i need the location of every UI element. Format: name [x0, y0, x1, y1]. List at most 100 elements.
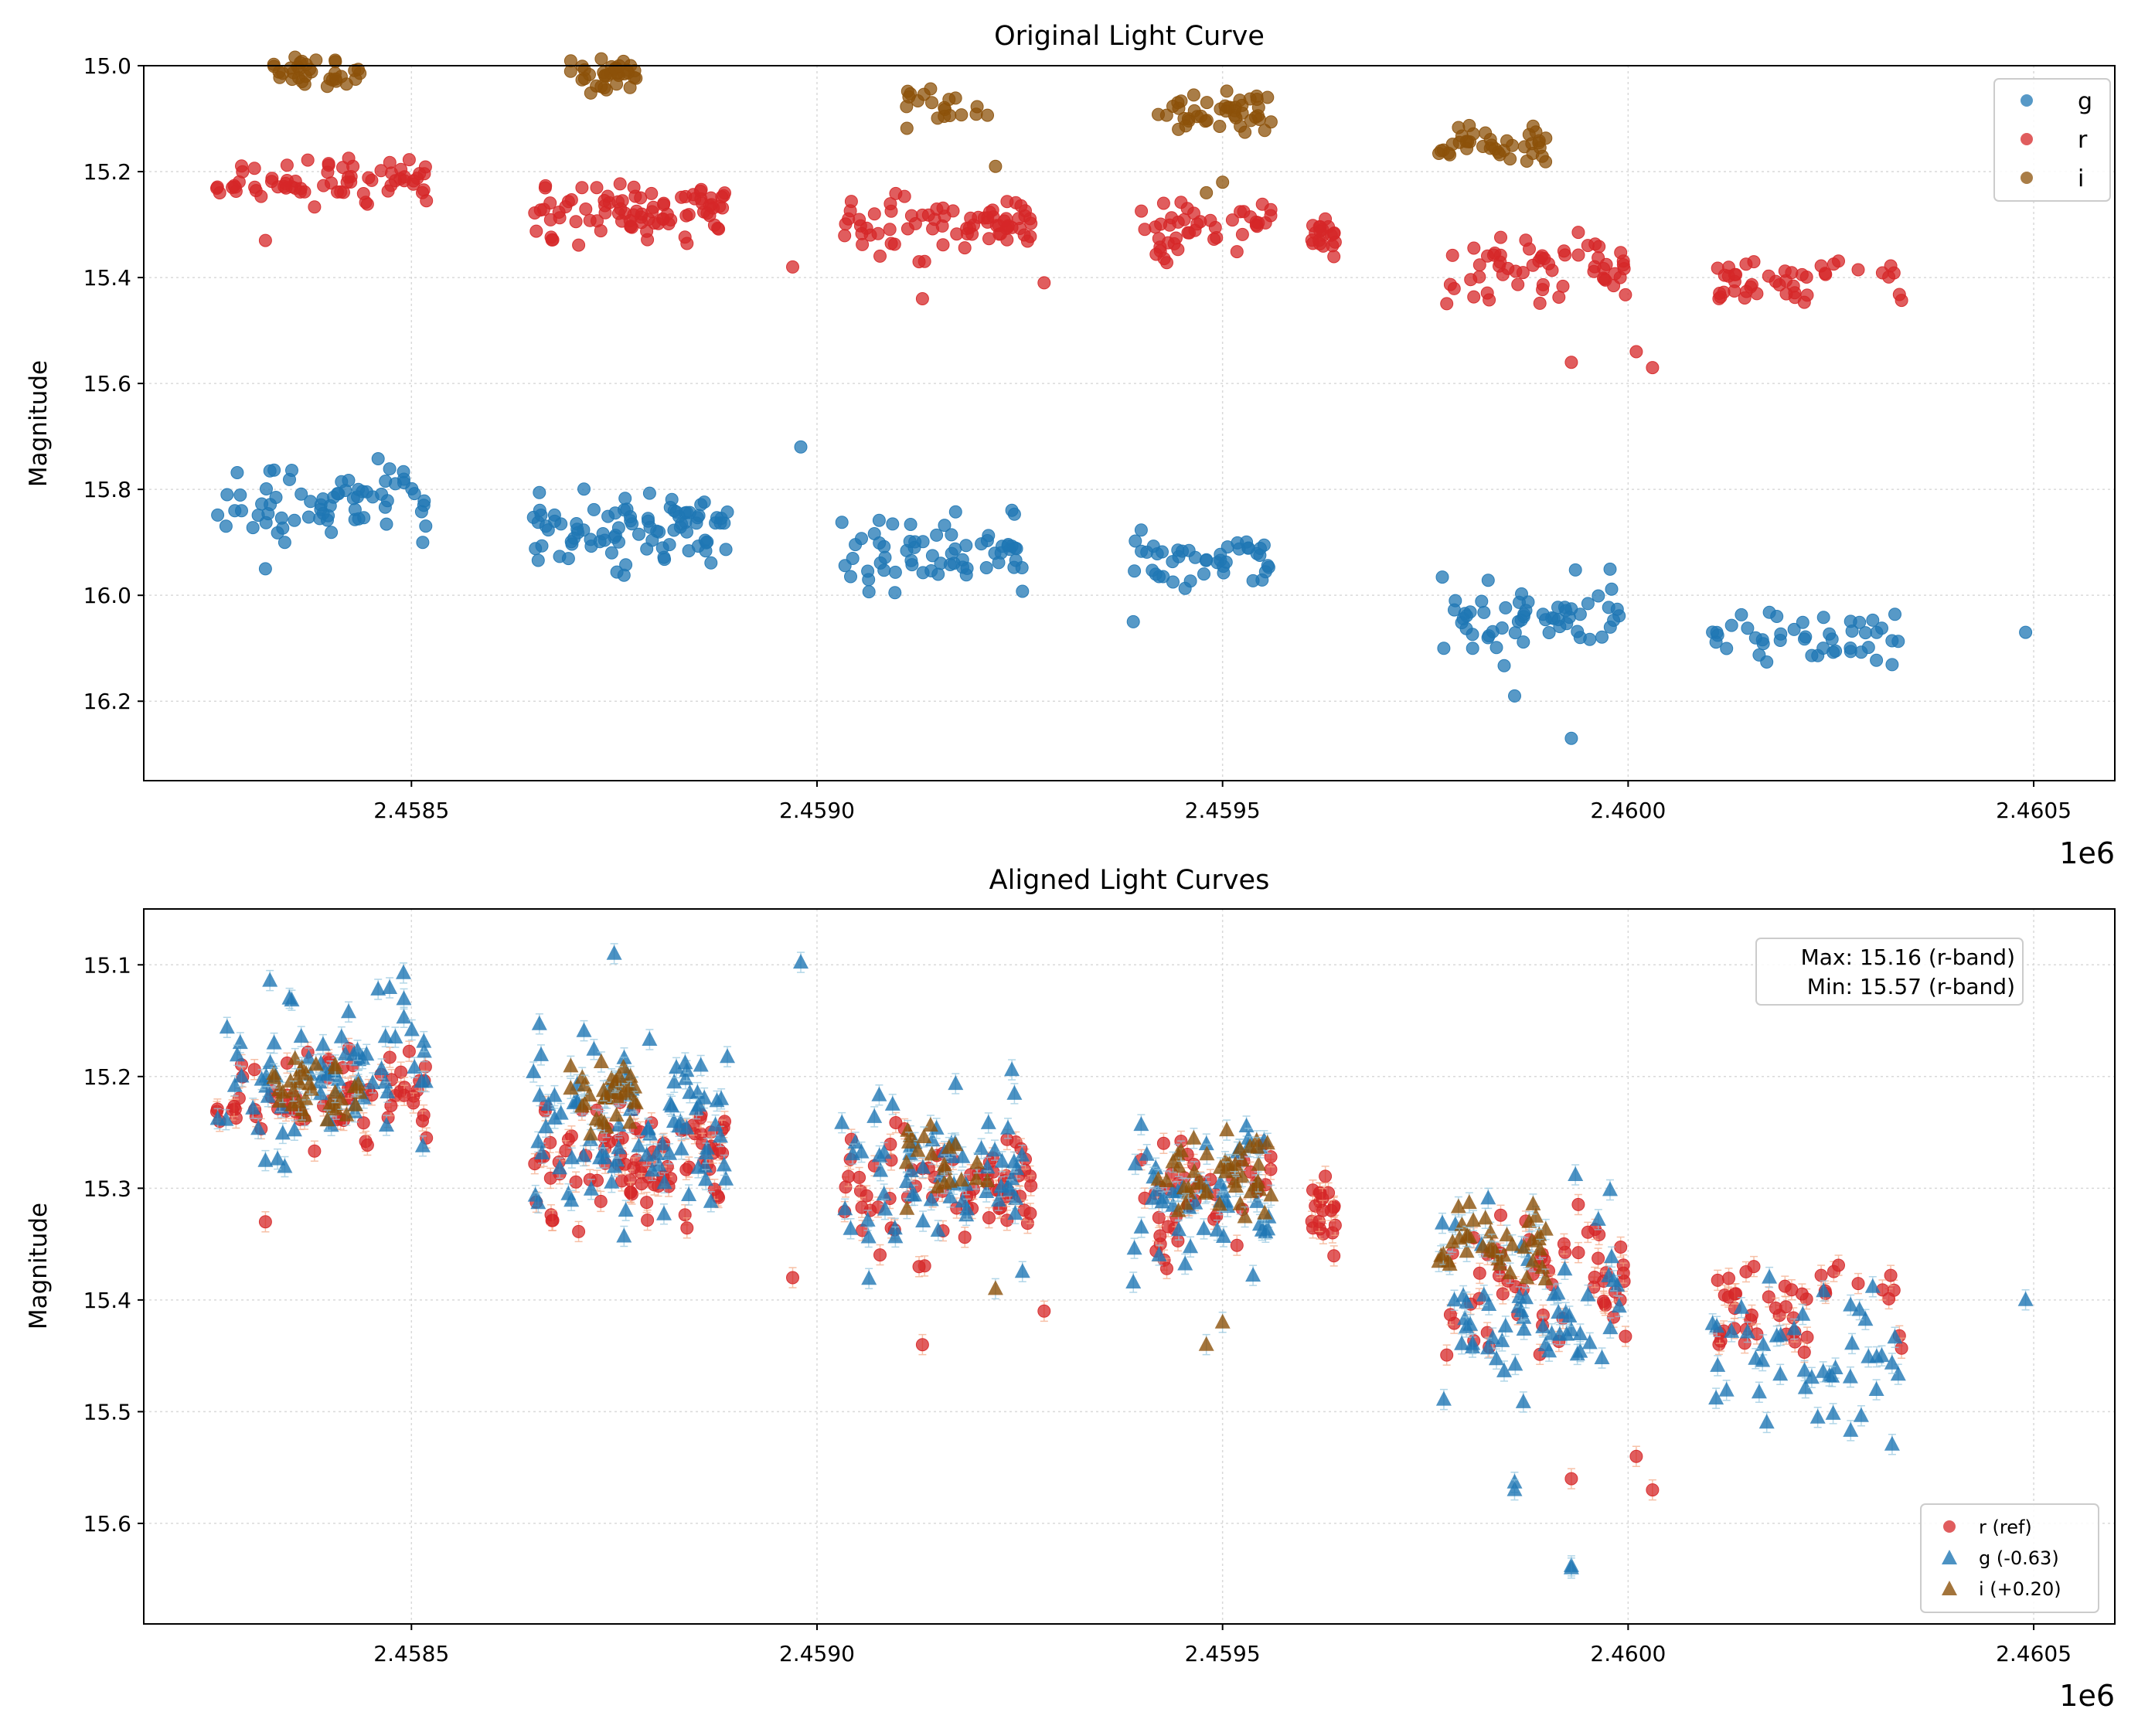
point-r [569, 1175, 583, 1189]
point-g [220, 488, 234, 502]
point-r [365, 173, 379, 187]
point-r [964, 211, 978, 225]
point-g [1480, 1190, 1496, 1205]
point-g [1004, 1170, 1020, 1186]
point-i [1251, 1156, 1267, 1171]
point-g [403, 1021, 420, 1036]
point-i [1216, 175, 1230, 189]
point-r [559, 200, 573, 213]
point-i [1506, 138, 1519, 152]
point-i [1220, 84, 1234, 98]
point-i [594, 52, 608, 66]
point-g [955, 553, 969, 567]
point-g [1769, 1327, 1785, 1343]
point-g [1735, 608, 1748, 621]
point-g [1435, 570, 1449, 584]
point-r [1619, 1329, 1632, 1343]
point-g [1816, 642, 1830, 655]
point-i [329, 53, 342, 67]
point-g [1255, 573, 1269, 587]
point-i [1199, 1183, 1215, 1198]
point-r [1188, 223, 1202, 237]
point-r [1745, 277, 1758, 291]
point-g [662, 538, 676, 552]
point-g [1551, 601, 1564, 614]
point-r [926, 222, 940, 236]
point-g [561, 552, 575, 566]
point-i [626, 1093, 642, 1108]
point-r [675, 190, 689, 204]
point-g [861, 564, 875, 578]
point-g [1720, 642, 1734, 655]
point-g [416, 1033, 432, 1048]
point-r [1557, 244, 1571, 258]
point-g [982, 529, 996, 543]
legend-label-r: r [2078, 127, 2088, 154]
point-r [1588, 260, 1602, 274]
point-g [416, 536, 430, 550]
point-r [1536, 283, 1550, 297]
point-r [1616, 1266, 1630, 1280]
point-g [1816, 611, 1830, 625]
aligned-light-curves-axes: 2.4585 2.4590 2.4595 2.4600 2.4605 15.1 15.2 15… [25, 865, 2116, 1713]
point-i [1443, 148, 1457, 162]
point-r [1851, 263, 1865, 277]
point-g [1888, 608, 1901, 621]
point-r [853, 213, 866, 226]
point-g [669, 505, 683, 519]
point-g [667, 523, 681, 537]
point-r [855, 1200, 869, 1214]
point-r [936, 201, 950, 215]
point-g [526, 1063, 542, 1078]
point-g [1824, 1367, 1840, 1383]
point-i [941, 1139, 957, 1154]
legend-box [1993, 78, 2111, 202]
point-r [1581, 239, 1595, 253]
point-i [1459, 1243, 1475, 1258]
point-g [693, 1057, 709, 1072]
point-g [618, 492, 632, 505]
point-g [1845, 625, 1859, 638]
point-g [1718, 1381, 1735, 1397]
point-i [1435, 1245, 1452, 1261]
point-g [642, 514, 655, 528]
original-light-curve-axes: 2.4585 2.4590 2.4595 2.4600 2.4605 15.0 15.2 15… [25, 21, 2116, 870]
point-g [529, 542, 543, 556]
point-g [680, 525, 693, 539]
point-g [235, 504, 248, 518]
point-g [1864, 1278, 1881, 1293]
point-g [1885, 634, 1899, 648]
point-r [624, 220, 638, 233]
point-i [1186, 1129, 1202, 1145]
point-r [1526, 258, 1540, 272]
point-i [350, 1076, 366, 1091]
point-r [1225, 213, 1239, 227]
legend-marker-g [2021, 94, 2033, 107]
point-g [847, 1134, 863, 1149]
point-g [532, 1087, 548, 1102]
point-i [577, 1077, 593, 1092]
point-r [1722, 1271, 1735, 1285]
point-g [1733, 1299, 1749, 1314]
point-g [930, 528, 944, 542]
point-g [1602, 1181, 1618, 1196]
point-r [678, 1208, 692, 1222]
point-r [383, 1050, 397, 1064]
point-g [1496, 1362, 1512, 1377]
point-g [945, 546, 958, 560]
point-i [953, 1172, 969, 1186]
point-g [1257, 538, 1271, 552]
point-g [1506, 1481, 1523, 1496]
point-g [1127, 1156, 1143, 1171]
point-i [291, 1093, 307, 1108]
point-i [936, 1175, 952, 1190]
point-i [899, 1200, 915, 1215]
point-g [1004, 1061, 1020, 1077]
point-g [942, 1188, 958, 1203]
point-g [1507, 1356, 1523, 1371]
point-r [1619, 288, 1632, 301]
point-g [656, 1174, 672, 1190]
legend-label-g: g (-0.63) [1979, 1547, 2059, 1569]
point-g [1535, 1318, 1551, 1333]
